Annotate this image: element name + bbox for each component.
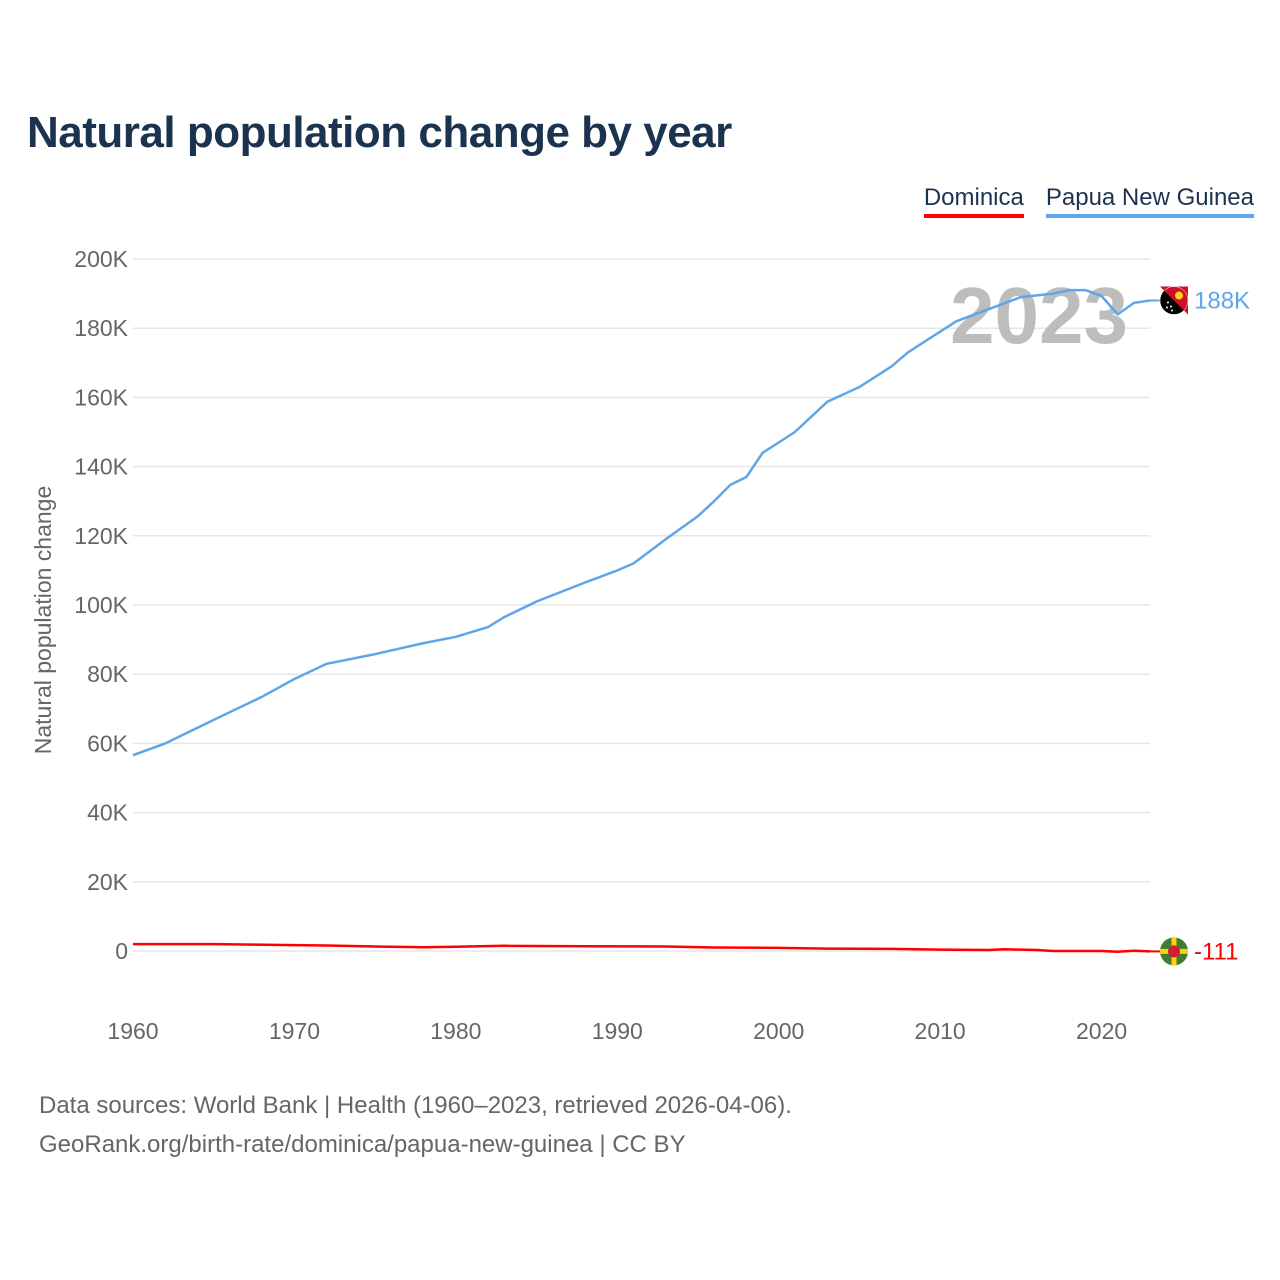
y-tick-label: 100K: [74, 592, 128, 618]
end-label-dominica: -111: [1194, 938, 1238, 965]
year-watermark: 2023: [950, 271, 1128, 360]
legend-dominica[interactable]: Dominica: [923, 184, 1024, 218]
y-tick-label: 0: [115, 938, 128, 964]
chart-plot: 0 20K 40K 60K 80K 100K 120K 140K 160K 180K 200K 196…: [30, 246, 1250, 1044]
x-tick-label: 2010: [915, 1018, 966, 1044]
footer-link[interactable]: GeoRank.org/birth-rate/dominica/papua-ne…: [39, 1131, 686, 1158]
y-tick-label: 120K: [74, 523, 128, 549]
x-tick-label: 1970: [269, 1018, 320, 1044]
chart-title: Natural population change by year: [27, 108, 732, 157]
flag-papua-new-guinea-icon: [1159, 286, 1189, 315]
flag-star: [1166, 306, 1168, 309]
y-tick-label: 200K: [74, 246, 128, 272]
y-tick-label: 180K: [74, 315, 128, 341]
flag-dominica-icon: [1160, 937, 1188, 966]
flag-border: [1159, 286, 1189, 315]
flag-star: [1170, 305, 1172, 308]
legend: Dominica Papua New Guinea: [923, 184, 1254, 218]
x-tick-label: 1990: [592, 1018, 643, 1044]
legend-papua-new-guinea[interactable]: Papua New Guinea: [1045, 184, 1254, 218]
end-label-papua-new-guinea: 188K: [1194, 288, 1250, 315]
footer: Data sources: World Bank | Health (1960–…: [39, 1086, 792, 1164]
flag-disc: [1168, 945, 1180, 958]
x-tick-label: 1980: [430, 1018, 481, 1044]
series-line-dominica: [133, 942, 1151, 953]
flag-bird: [1175, 291, 1183, 300]
x-tick-label: 2000: [753, 1018, 804, 1044]
y-tick-label: 160K: [74, 384, 128, 410]
series-line-papua-new-guinea: [132, 288, 1151, 757]
footer-sources: Data sources: World Bank | Health (1960–…: [39, 1092, 792, 1119]
flag-star: [1167, 301, 1169, 304]
x-tick-label: 1960: [107, 1018, 158, 1044]
x-tick-label: 2020: [1076, 1018, 1127, 1044]
y-tick-label: 60K: [87, 730, 129, 756]
y-tick-label: 40K: [87, 800, 129, 826]
y-tick-label: 140K: [74, 454, 128, 480]
y-tick-label: 20K: [87, 869, 129, 895]
flag-star: [1171, 309, 1173, 312]
y-axis-label: Natural population change: [30, 486, 56, 755]
y-tick-label: 80K: [87, 661, 129, 687]
